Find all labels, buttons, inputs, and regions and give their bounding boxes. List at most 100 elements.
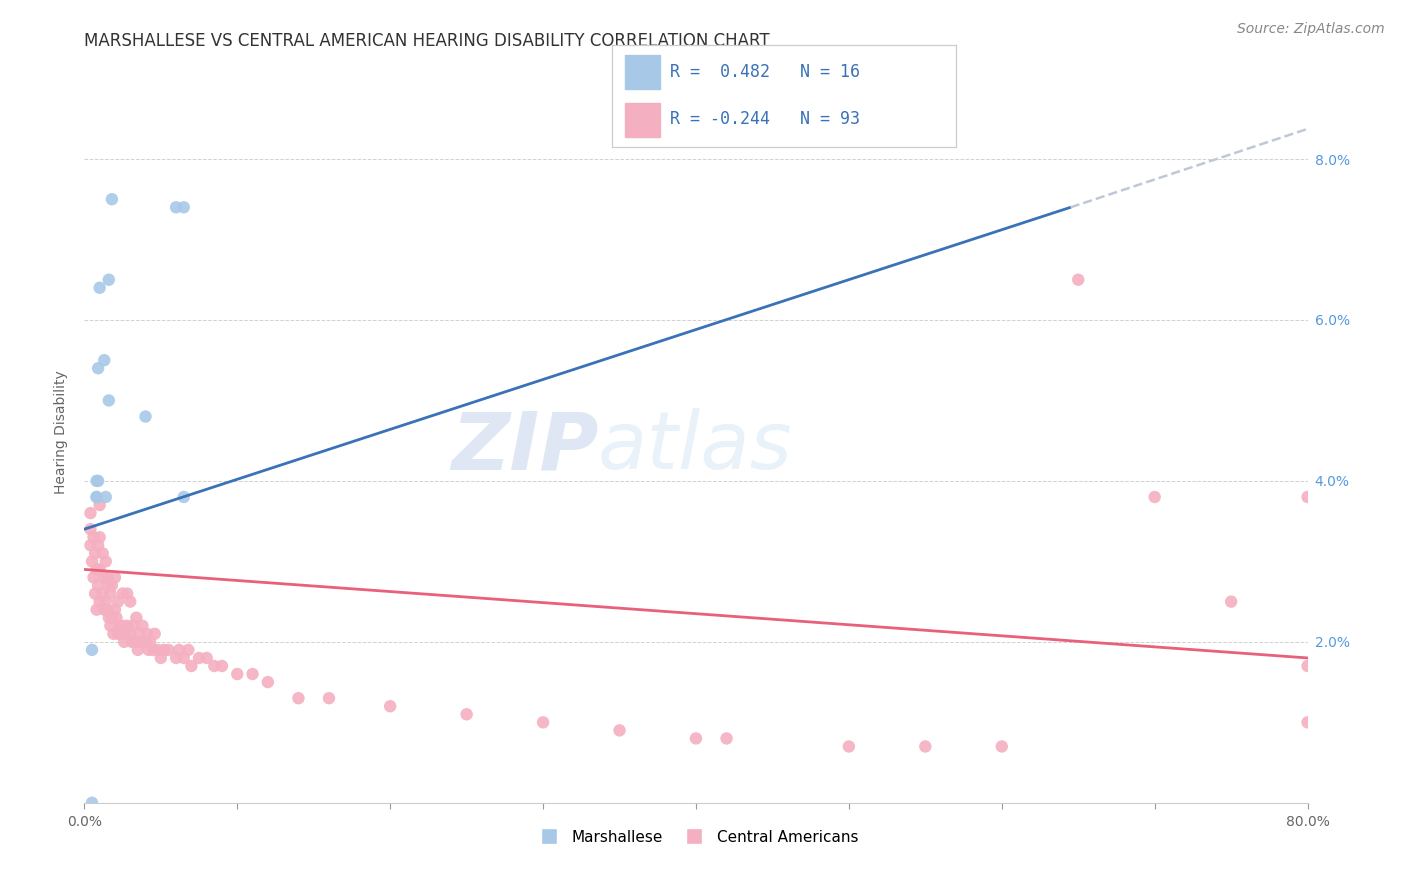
Point bbox=[103, 627, 125, 641]
Point bbox=[93, 570, 115, 584]
Point bbox=[80, 643, 103, 657]
Text: Source: ZipAtlas.com: Source: ZipAtlas.com bbox=[1237, 22, 1385, 37]
Point bbox=[1296, 715, 1319, 730]
Point bbox=[80, 554, 103, 568]
Point bbox=[165, 651, 187, 665]
Bar bbox=[626, 103, 659, 137]
Point bbox=[101, 192, 124, 206]
Point bbox=[380, 699, 402, 714]
Point bbox=[86, 602, 108, 616]
Point bbox=[84, 586, 107, 600]
Point bbox=[120, 627, 142, 641]
Point bbox=[97, 610, 120, 624]
Point bbox=[991, 739, 1014, 754]
Point bbox=[914, 739, 936, 754]
Point bbox=[143, 627, 166, 641]
Point bbox=[98, 586, 121, 600]
Point bbox=[93, 602, 115, 616]
Point bbox=[120, 594, 142, 608]
Point bbox=[79, 522, 101, 536]
Point bbox=[153, 643, 176, 657]
Point bbox=[131, 619, 153, 633]
Point bbox=[89, 594, 111, 608]
Point bbox=[142, 643, 165, 657]
Point bbox=[94, 594, 117, 608]
Text: ZIP: ZIP bbox=[451, 409, 598, 486]
Point bbox=[83, 530, 105, 544]
Point bbox=[86, 562, 108, 576]
Text: R = -0.244   N = 93: R = -0.244 N = 93 bbox=[671, 110, 860, 128]
Point bbox=[86, 490, 108, 504]
Point bbox=[135, 635, 157, 649]
Point bbox=[128, 627, 150, 641]
Point bbox=[107, 627, 129, 641]
Point bbox=[173, 490, 195, 504]
Point bbox=[1296, 659, 1319, 673]
Point bbox=[188, 651, 211, 665]
Point bbox=[138, 643, 160, 657]
Point bbox=[87, 578, 110, 592]
Point bbox=[87, 538, 110, 552]
Point bbox=[139, 635, 162, 649]
Point bbox=[86, 474, 108, 488]
Point bbox=[838, 739, 860, 754]
Point bbox=[135, 409, 157, 424]
Point bbox=[531, 715, 554, 730]
Text: atlas: atlas bbox=[598, 409, 793, 486]
Point bbox=[609, 723, 631, 738]
Point bbox=[97, 578, 120, 592]
Point bbox=[105, 610, 128, 624]
Point bbox=[89, 530, 111, 544]
Point bbox=[685, 731, 707, 746]
Point bbox=[112, 635, 135, 649]
Point bbox=[107, 594, 129, 608]
Point bbox=[173, 651, 195, 665]
Point bbox=[287, 691, 309, 706]
Point bbox=[101, 578, 124, 592]
Point bbox=[87, 474, 110, 488]
Point bbox=[94, 490, 117, 504]
Point bbox=[456, 707, 478, 722]
Point bbox=[86, 490, 108, 504]
Point bbox=[91, 586, 114, 600]
Point bbox=[173, 200, 195, 214]
Bar bbox=[626, 55, 659, 88]
Point bbox=[136, 627, 159, 641]
Point bbox=[111, 619, 134, 633]
Point bbox=[96, 602, 118, 616]
Point bbox=[202, 659, 225, 673]
Point bbox=[1143, 490, 1166, 504]
Point bbox=[97, 273, 120, 287]
Point bbox=[122, 619, 145, 633]
Point bbox=[104, 602, 127, 616]
Legend: Marshallese, Central Americans: Marshallese, Central Americans bbox=[527, 823, 865, 851]
Point bbox=[98, 619, 121, 633]
Point bbox=[110, 627, 132, 641]
Point bbox=[1220, 594, 1243, 608]
Point bbox=[318, 691, 340, 706]
Point bbox=[89, 498, 111, 512]
Point bbox=[83, 570, 105, 584]
Y-axis label: Hearing Disability: Hearing Disability bbox=[55, 371, 69, 494]
Point bbox=[257, 675, 280, 690]
Point bbox=[101, 610, 124, 624]
Point bbox=[93, 353, 115, 368]
Text: MARSHALLESE VS CENTRAL AMERICAN HEARING DISABILITY CORRELATION CHART: MARSHALLESE VS CENTRAL AMERICAN HEARING … bbox=[84, 32, 770, 50]
Text: R =  0.482   N = 16: R = 0.482 N = 16 bbox=[671, 62, 860, 81]
Point bbox=[716, 731, 738, 746]
Point bbox=[84, 546, 107, 560]
Point bbox=[146, 643, 169, 657]
Point bbox=[114, 627, 136, 641]
Point bbox=[115, 619, 138, 633]
Point bbox=[79, 538, 101, 552]
Point bbox=[125, 610, 148, 624]
Point bbox=[97, 393, 120, 408]
Point bbox=[111, 586, 134, 600]
Point bbox=[94, 554, 117, 568]
Point bbox=[104, 570, 127, 584]
Point bbox=[129, 635, 152, 649]
Point bbox=[79, 506, 101, 520]
Point bbox=[180, 659, 202, 673]
Point bbox=[157, 643, 180, 657]
Point bbox=[91, 546, 114, 560]
